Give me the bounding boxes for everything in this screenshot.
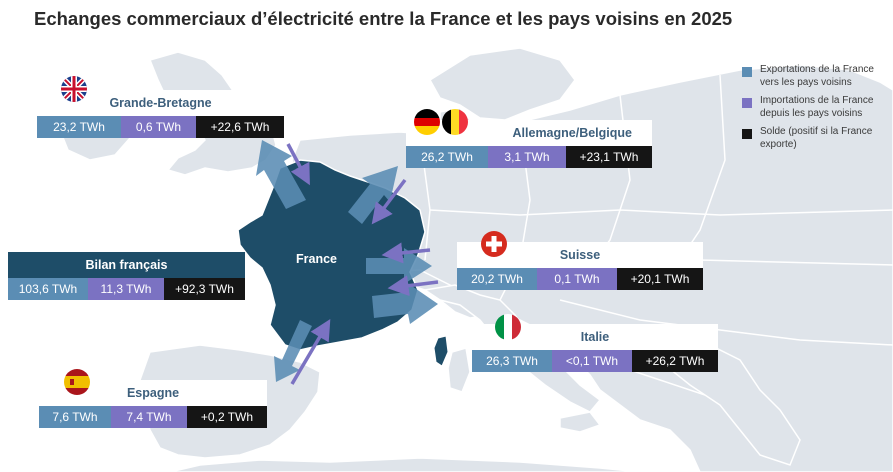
exports-value: 26,3 TWh [472,350,552,372]
legend-label: Solde (positif si la France exporte) [760,126,873,150]
scandinavia-landmass [428,47,576,121]
exports-value: 103,6 TWh [8,278,88,300]
legend-label: Exportations de la France vers les pays … [760,64,874,88]
balance-value: +23,1 TWh [566,146,652,168]
export-arrow-ch [366,248,432,284]
export-arrow-es [274,320,312,382]
germany-flag-icon [414,109,440,135]
switzerland-flag-icon [481,231,507,257]
legend-swatch-imports [742,98,752,108]
card-italie: Italie 26,3 TWh <0,1 TWh +26,2 TWh [472,324,718,372]
legend-label: Importations de la France depuis les pay… [760,95,874,119]
legend-item-balance: Solde (positif si la France exporte) [742,126,890,151]
import-arrow-de-be [371,178,407,225]
exports-value: 7,6 TWh [39,406,111,428]
sardinia-landmass [447,347,471,393]
legend-swatch-exports [742,67,752,77]
italy-flag-icon [495,314,521,340]
uk-flag-icon [61,76,87,102]
north-africa-landmass [169,457,641,472]
import-arrow-it [387,275,439,297]
card-suisse: Suisse 20,2 TWh 0,1 TWh +20,1 TWh [457,242,703,290]
corsica-shape [433,335,449,367]
imports-value: 0,1 TWh [537,268,617,290]
card-allemagne-belgique: Allemagne/Belgique 26,2 TWh 3,1 TWh +23,… [406,120,652,168]
card-title: Bilan français [8,252,245,278]
import-arrow-es [290,318,331,385]
card-bilan-francais: Bilan français 103,6 TWh 11,3 TWh +92,3 … [8,252,245,300]
imports-value: 0,6 TWh [121,116,196,138]
legend-item-exports: Exportations de la France vers les pays … [742,64,890,89]
export-arrows [256,140,438,382]
imports-value: <0,1 TWh [552,350,632,372]
export-arrow-uk [256,140,306,209]
legend-swatch-balance [742,129,752,139]
balance-value: +22,6 TWh [196,116,284,138]
export-arrow-de-be [348,166,398,224]
exports-value: 23,2 TWh [37,116,121,138]
exports-value: 20,2 TWh [457,268,537,290]
balance-value: +92,3 TWh [164,278,245,300]
legend-item-imports: Importations de la France depuis les pay… [742,95,890,120]
imports-value: 7,4 TWh [111,406,187,428]
exports-value: 26,2 TWh [406,146,488,168]
export-arrow-it [372,282,438,324]
balance-value: +20,1 TWh [617,268,703,290]
balance-value: +26,2 TWh [632,350,718,372]
imports-value: 3,1 TWh [488,146,566,168]
sicily-landmass [559,411,602,433]
spain-flag-icon [64,369,90,395]
import-arrow-ch [381,242,431,264]
balance-value: +0,2 TWh [187,406,267,428]
card-title: Allemagne/Belgique [406,120,652,146]
card-grande-bretagne: Grande-Bretagne 23,2 TWh 0,6 TWh +22,6 T… [37,90,284,138]
france-label: France [296,252,337,266]
imports-value: 11,3 TWh [88,278,164,300]
page-title: Echanges commerciaux d’électricité entre… [34,8,733,29]
legend: Exportations de la France vers les pays … [742,64,890,157]
import-arrows [286,143,439,385]
import-arrow-uk [286,143,310,186]
belgium-flag-icon [442,109,468,135]
